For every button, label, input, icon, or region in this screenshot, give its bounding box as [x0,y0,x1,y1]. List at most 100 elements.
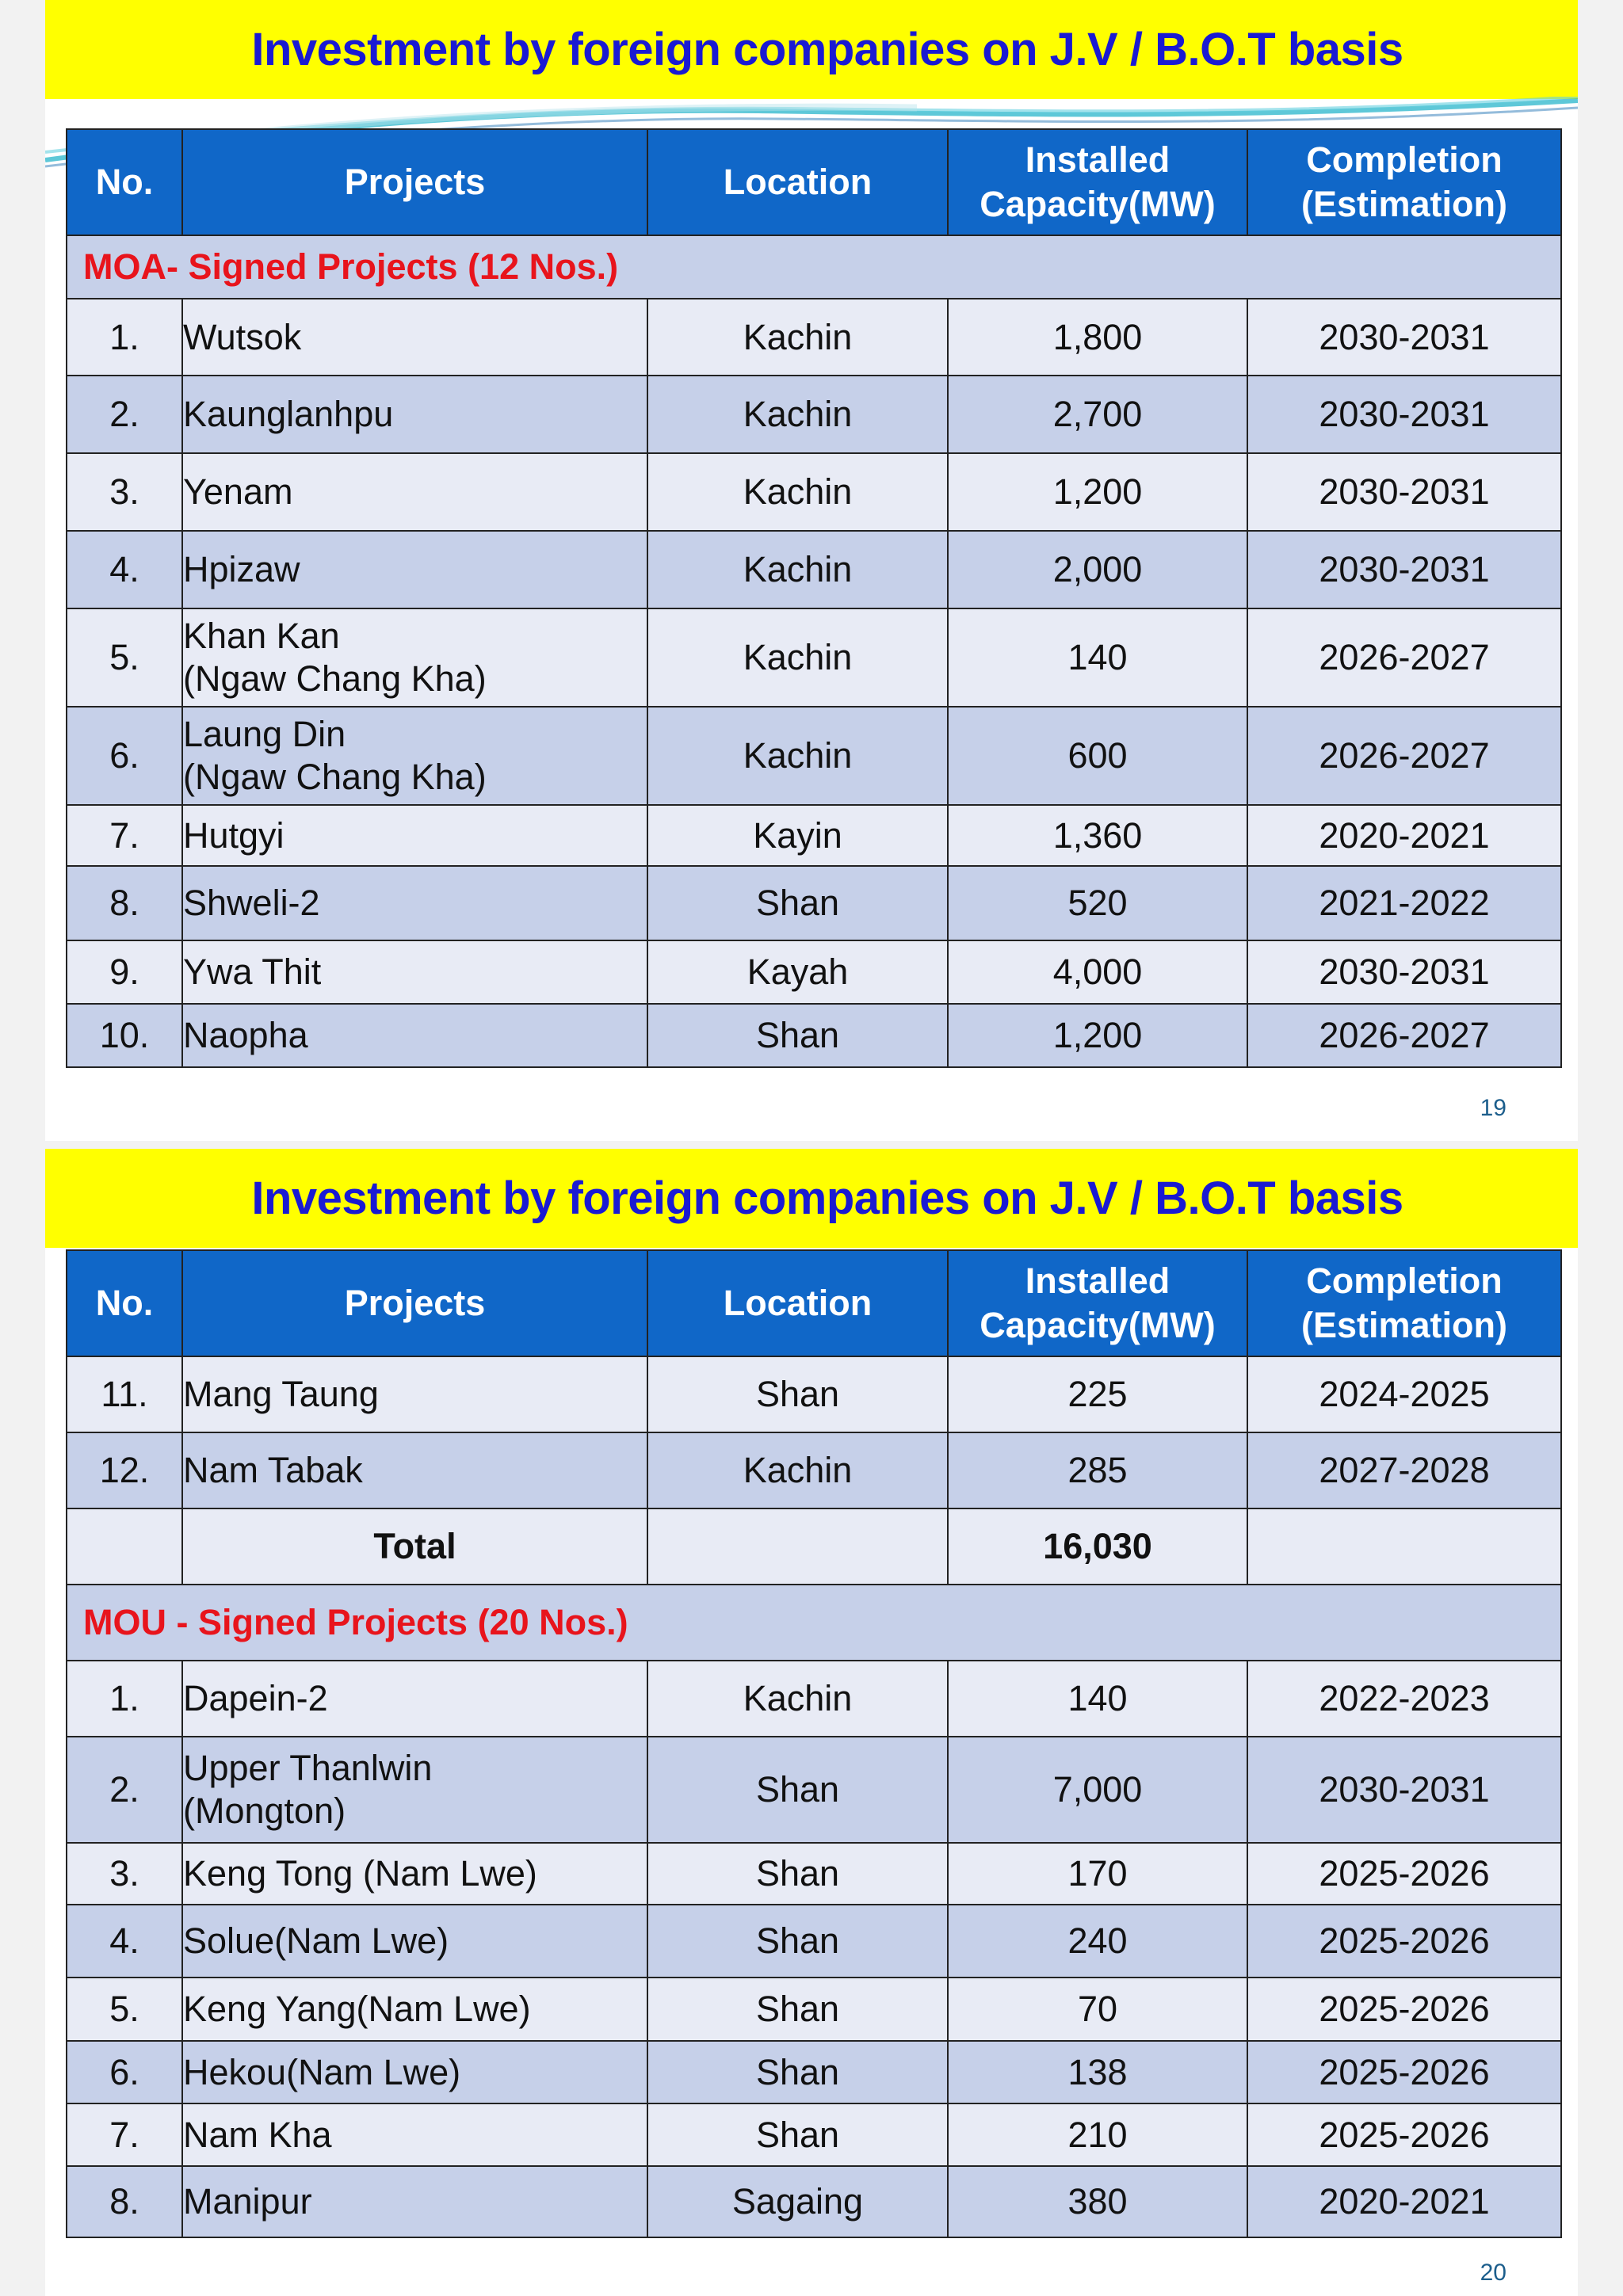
total-empty-cell [1247,1508,1562,1585]
row-location: Kayin [647,804,949,867]
header-completion-line2: (Estimation) [1300,1305,1507,1345]
row-no: 5. [66,608,183,707]
table-row: 2. Upper Thanlwin (Mongton) Shan 7,000 20… [66,1736,1562,1844]
table-row: 1. Wutsok Kachin 1,800 2030-2031 [66,298,1562,376]
row-project: Yenam [181,452,648,532]
page-number: 19 [1480,1095,1507,1121]
project-name: Kaunglanhpu [183,394,394,434]
table-row: 2. Kaunglanhpu Kachin 2,700 2030-2031 [66,375,1562,454]
row-project: Keng Yang(Nam Lwe) [181,1977,648,2042]
row-project: Mang Taung [181,1356,648,1433]
row-location: Kayah [647,940,949,1005]
row-completion: 2024-2025 [1247,1356,1562,1433]
row-project: Hutgyi [181,804,648,867]
row-capacity: 7,000 [947,1736,1248,1844]
row-location: Shan [647,865,949,941]
row-project: Shweli-2 [181,865,648,941]
header-capacity: Installed Capacity(MW) [947,128,1248,236]
project-name: Dapein-2 [183,1678,328,1718]
project-name: Naopha [183,1015,308,1055]
row-capacity: 1,360 [947,804,1248,867]
row-location: Shan [647,2103,949,2167]
table-row: 7. Hutgyi Kayin 1,360 2020-2021 [66,804,1562,867]
header-location: Location [647,1249,949,1357]
project-name-subtitle: (Ngaw Chang Kha) [183,658,487,699]
header-capacity-line1: Installed [1025,139,1170,180]
table-row: 5. Keng Yang(Nam Lwe) Shan 70 2025-2026 [66,1977,1562,2042]
row-no: 7. [66,804,183,867]
row-capacity: 1,200 [947,452,1248,532]
table-row: 1. Dapein-2 Kachin 140 2022-2023 [66,1660,1562,1737]
header-completion-line2: (Estimation) [1300,184,1507,224]
row-project: Ywa Thit [181,940,648,1005]
row-completion: 2025-2026 [1247,2103,1562,2167]
row-completion: 2025-2026 [1247,1977,1562,2042]
row-project: Hpizaw [181,530,648,609]
row-no: 5. [66,1977,183,2042]
header-no: No. [66,128,183,236]
row-capacity: 70 [947,1977,1248,2042]
row-no: 1. [66,1660,183,1737]
table-header-row: No. Projects Location Installed Capacity(… [66,1249,1562,1357]
section-row-mou: MOU - Signed Projects (20 Nos.) [66,1584,1562,1661]
row-completion: 2026-2027 [1247,1003,1562,1068]
row-capacity: 1,800 [947,298,1248,376]
row-capacity: 240 [947,1904,1248,1978]
row-completion: 2030-2031 [1247,375,1562,454]
row-location: Kachin [647,530,949,609]
row-capacity: 2,700 [947,375,1248,454]
row-project: Khan Kan (Ngaw Chang Kha) [181,608,648,707]
project-name: Wutsok [183,316,302,357]
table-row: 4. Hpizaw Kachin 2,000 2030-2031 [66,530,1562,609]
header-completion-line1: Completion [1306,139,1503,180]
row-no: 12. [66,1432,183,1509]
total-empty-cell [647,1508,949,1585]
row-location: Shan [647,1977,949,2042]
project-name: Manipur [183,2181,312,2222]
row-project: Nam Kha [181,2103,648,2167]
row-no: 6. [66,2040,183,2104]
row-location: Kachin [647,298,949,376]
header-capacity-line1: Installed [1025,1261,1170,1301]
project-name: Hutgyi [183,814,285,856]
row-no: 7. [66,2103,183,2167]
row-capacity: 210 [947,2103,1248,2167]
table-row: 6. Hekou(Nam Lwe) Shan 138 2025-2026 [66,2040,1562,2104]
projects-table: No. Projects Location Installed Capacity(… [66,128,1562,1068]
total-label: Total [181,1508,648,1585]
project-name: Keng Yang(Nam Lwe) [183,1989,531,2029]
row-completion: 2030-2031 [1247,530,1562,609]
total-row: Total 16,030 [66,1508,1562,1585]
section-row-moa: MOA- Signed Projects (12 Nos.) [66,235,1562,299]
row-project: Hekou(Nam Lwe) [181,2040,648,2104]
row-no: 10. [66,1003,183,1068]
row-project: Keng Tong (Nam Lwe) [181,1842,648,1905]
project-name-subtitle: (Mongton) [183,1791,346,1831]
row-no: 8. [66,2165,183,2238]
row-capacity: 4,000 [947,940,1248,1005]
project-name: Nam Tabak [183,1450,363,1490]
row-no: 2. [66,375,183,454]
row-no: 6. [66,706,183,806]
row-capacity: 520 [947,865,1248,941]
table-header-row: No. Projects Location Installed Capacity(… [66,128,1562,236]
row-capacity: 380 [947,2165,1248,2238]
header-capacity-line2: Capacity(MW) [980,1305,1216,1345]
row-location: Kachin [647,706,949,806]
row-completion: 2030-2031 [1247,1736,1562,1844]
header-capacity-line2: Capacity(MW) [980,184,1216,224]
slide-title: Investment by foreign companies on J.V /… [251,24,1403,75]
row-capacity: 140 [947,1660,1248,1737]
row-completion: 2025-2026 [1247,1842,1562,1905]
table-row: 12. Nam Tabak Kachin 285 2027-2028 [66,1432,1562,1509]
row-project: Upper Thanlwin (Mongton) [181,1736,648,1844]
project-name: Hpizaw [183,549,300,589]
slide-title: Investment by foreign companies on J.V /… [251,1173,1403,1224]
row-location: Kachin [647,608,949,707]
project-name: Ywa Thit [183,952,322,992]
total-value: 16,030 [947,1508,1248,1585]
table-row: 11. Mang Taung Shan 225 2024-2025 [66,1356,1562,1433]
project-name: Hekou(Nam Lwe) [183,2051,461,2092]
row-no: 2. [66,1736,183,1844]
row-no: 1. [66,298,183,376]
